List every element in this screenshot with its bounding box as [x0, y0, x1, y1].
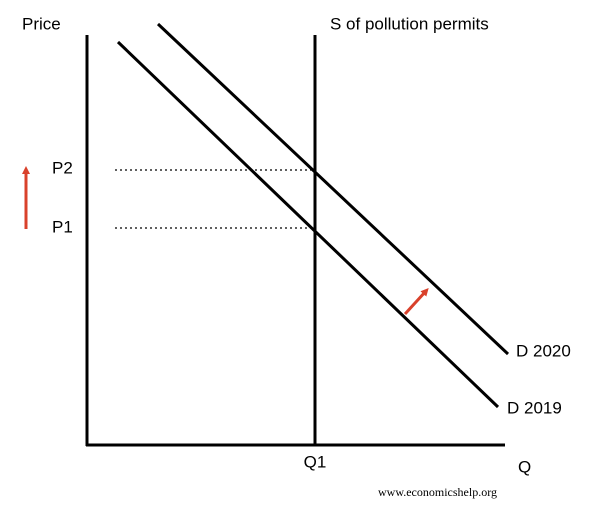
demand-2019-line — [116, 40, 500, 409]
demand-2020-label: D 2020 — [516, 341, 571, 360]
x-axis-label: Q — [518, 457, 531, 476]
watermark: www.economicshelp.org — [378, 485, 497, 499]
q1-label: Q1 — [304, 452, 327, 471]
y-axis-label: Price — [22, 14, 61, 33]
demand-2020-line — [156, 22, 510, 356]
demand-shift-arrow — [403, 288, 429, 316]
demand-2019-label: D 2019 — [507, 398, 562, 417]
p2-label: P2 — [52, 158, 73, 177]
supply-label: S of pollution permits — [330, 14, 489, 33]
p1-label: P1 — [52, 217, 73, 236]
